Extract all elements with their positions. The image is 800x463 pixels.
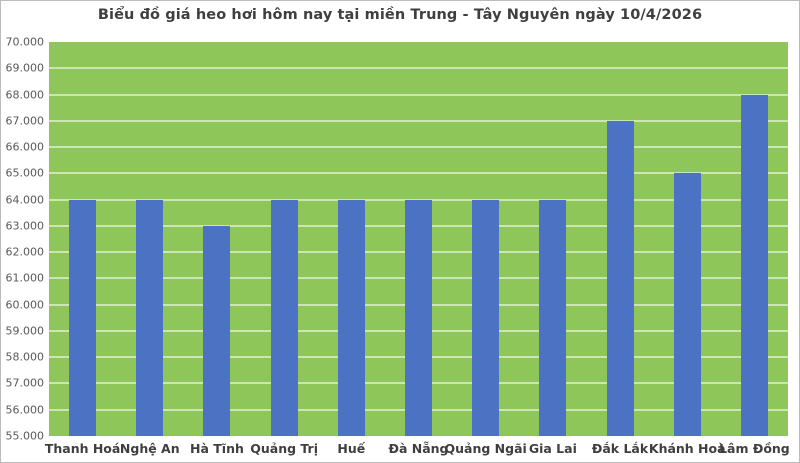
gridline-1 [49,67,788,70]
x-tick-label-2: Hà Tĩnh [190,441,244,456]
y-tick-label-14: 56.000 [5,403,45,417]
bar-10 [740,94,768,436]
y-tick-label-15: 55.000 [5,429,45,443]
y-tick-label-10: 60.000 [5,298,45,312]
y-tick-label-3: 67.000 [5,114,45,128]
bar-5 [405,199,432,436]
bar-6 [472,199,500,436]
x-tick-label-4: Huế [337,441,366,456]
x-tick-label-8: Đắk Lắk [591,441,649,456]
y-tick-label-9: 61.000 [5,271,45,285]
y-tick-label-4: 66.000 [5,140,45,154]
bar-2 [203,225,231,436]
gridline-3 [49,119,788,122]
y-tick-label-1: 69.000 [5,61,45,75]
y-tick-label-2: 68.000 [5,88,45,102]
gridline-5 [49,172,788,175]
x-tick-label-1: Nghệ An [119,441,180,456]
gridline-4 [49,146,788,149]
bar-3 [270,199,298,436]
gridline-2 [49,93,788,96]
x-axis: Thanh Hoá Nghệ An Hà Tĩnh Quảng Trị Huế Đà Nẵ… [45,439,790,461]
y-tick-label-8: 62.000 [5,245,45,259]
bar-7 [539,199,567,436]
x-tick-label-10: Lâm Đồng [719,441,790,456]
y-tick-label-0: 70.000 [5,35,45,49]
x-tick-label-5: Đà Nẵng [388,441,449,456]
x-tick-label-7: Gia Lai [528,441,577,456]
y-tick-label-11: 59.000 [5,324,45,338]
plot-area [49,42,788,436]
x-tick-label-0: Thanh Hoá [44,441,121,456]
y-tick-label-5: 65.000 [5,166,45,180]
bar-1 [136,199,164,436]
bar-8 [606,120,634,436]
y-tick-label-13: 57.000 [5,376,45,390]
bar-0 [69,199,97,436]
y-axis: 70.000 69.000 68.000 67.000 66.000 65.000 64.0… [1,36,45,443]
x-tick-label-9: Khánh Hoà [648,441,726,456]
y-tick-label-6: 64.000 [5,193,45,207]
chart-title: Biểu đồ giá heo hơi hôm nay tại miền Tru… [97,7,703,23]
x-tick-label-6: Quảng Ngãi [444,441,527,456]
y-tick-label-12: 58.000 [5,350,45,364]
x-tick-label-3: Quảng Trị [250,441,319,456]
bar-9 [673,173,701,436]
bar-4 [337,199,365,436]
y-tick-label-7: 63.000 [5,219,45,233]
gridline-6 [49,198,788,201]
